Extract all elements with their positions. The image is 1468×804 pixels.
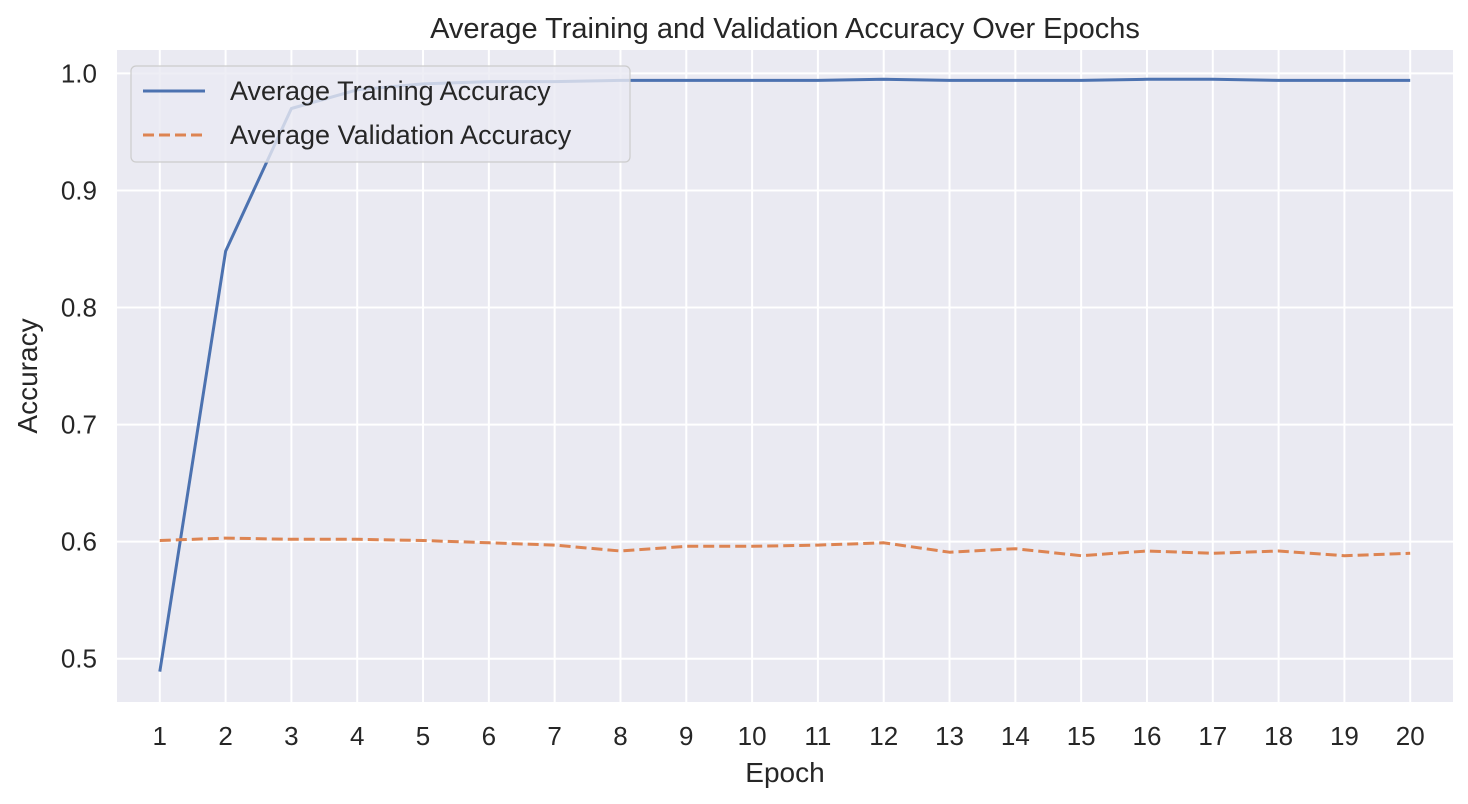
x-tick-label: 13 — [935, 721, 964, 751]
legend: Average Training Accuracy Average Valida… — [130, 65, 631, 163]
x-tick-label: 5 — [416, 721, 430, 751]
x-tick-label: 15 — [1067, 721, 1096, 751]
y-axis-label: Accuracy — [12, 318, 43, 433]
x-tick-label: 3 — [284, 721, 298, 751]
x-tick-label: 10 — [738, 721, 767, 751]
series-line-validation — [159, 536, 1411, 558]
x-tick-label: 4 — [350, 721, 364, 751]
x-tick-label: 12 — [869, 721, 898, 751]
x-tick-label: 2 — [218, 721, 232, 751]
x-tick-label: 20 — [1396, 721, 1425, 751]
y-tick-label: 1.0 — [61, 58, 97, 88]
y-tick-label: 0.6 — [61, 527, 97, 557]
x-tick-label: 1 — [153, 721, 167, 751]
y-tick-label: 0.8 — [61, 293, 97, 323]
x-tick-label: 7 — [547, 721, 561, 751]
legend-label-training: Average Training Accuracy — [230, 76, 551, 106]
legend-label-validation: Average Validation Accuracy — [230, 120, 572, 150]
x-tick-label: 8 — [613, 721, 627, 751]
x-tick-label: 14 — [1001, 721, 1030, 751]
chart-title: Average Training and Validation Accuracy… — [430, 13, 1140, 45]
x-tick-label: 18 — [1264, 721, 1293, 751]
x-axis-label: Epoch — [745, 757, 824, 788]
y-tick-label: 0.9 — [61, 175, 97, 205]
x-tick-label: 16 — [1133, 721, 1162, 751]
x-tick-label: 11 — [804, 721, 831, 751]
x-tick-label: 6 — [482, 721, 496, 751]
x-tick-label: 17 — [1198, 721, 1227, 751]
x-tick-label: 9 — [679, 721, 693, 751]
x-tick-labels: 1 2 3 4 5 6 7 8 9 10 11 12 13 14 15 16 17 18 19 20 — [153, 721, 1425, 751]
y-tick-label: 0.7 — [61, 410, 97, 440]
legend-box — [130, 65, 631, 163]
x-tick-label: 19 — [1330, 721, 1359, 751]
y-tick-label: 0.5 — [61, 644, 97, 674]
y-tick-labels: 0.5 0.6 0.7 0.8 0.9 1.0 — [61, 58, 97, 673]
